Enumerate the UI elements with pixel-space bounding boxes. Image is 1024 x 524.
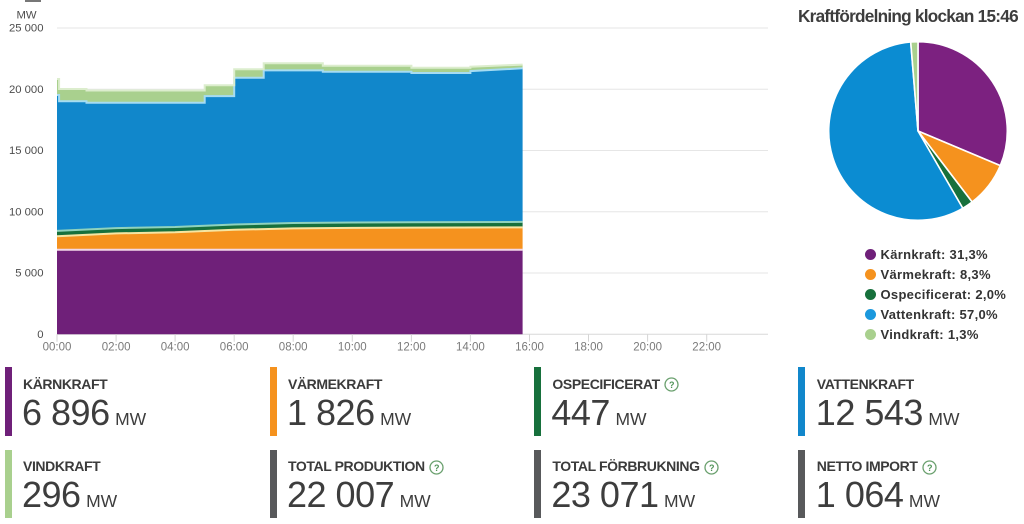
svg-text:20:00: 20:00 [633, 342, 662, 354]
svg-text:12:00: 12:00 [397, 342, 426, 354]
svg-text:10:00: 10:00 [338, 342, 367, 354]
svg-text:0: 0 [37, 329, 43, 341]
svg-text:06:00: 06:00 [220, 342, 249, 354]
svg-text:00:00: 00:00 [43, 342, 72, 354]
svg-text:MW: MW [16, 10, 36, 22]
svg-text:?: ? [434, 462, 439, 472]
svg-text:22:00: 22:00 [692, 342, 721, 354]
svg-text:25 000: 25 000 [9, 23, 44, 35]
svg-text:?: ? [669, 380, 674, 390]
svg-text:16:00: 16:00 [515, 342, 544, 354]
svg-text:?: ? [926, 462, 931, 472]
svg-text:14:00: 14:00 [456, 342, 485, 354]
svg-text:?: ? [709, 462, 714, 472]
svg-text:18:00: 18:00 [574, 342, 603, 354]
svg-text:5 000: 5 000 [15, 268, 43, 280]
svg-text:04:00: 04:00 [161, 342, 190, 354]
svg-text:08:00: 08:00 [279, 342, 308, 354]
svg-text:20 000: 20 000 [9, 84, 44, 96]
svg-text:02:00: 02:00 [102, 342, 131, 354]
svg-text:10 000: 10 000 [9, 206, 44, 218]
svg-text:15 000: 15 000 [9, 145, 44, 157]
